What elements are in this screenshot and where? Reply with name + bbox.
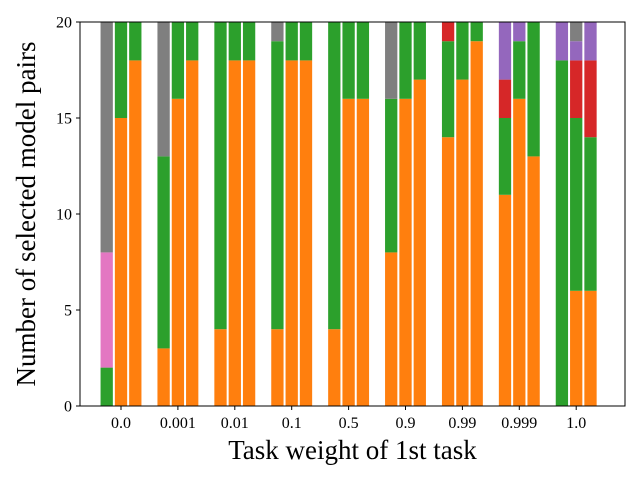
bar-segment-0.999-bar1-red [498,79,512,118]
y-axis-title: Number of selected model pairs [11,42,41,387]
bar-segment-1.0-bar1-green [555,60,569,407]
y-tick-label: 15 [56,111,72,128]
bar-segment-0.01-bar3-green [242,22,256,61]
bar-segment-0.9-bar2-orange [399,98,412,407]
bar-segment-0.0-bar3-green [129,22,142,61]
x-tick-label: 0.001 [160,415,196,432]
bar-segment-0.001-bar1-orange [157,348,170,406]
bar-segment-0.0-bar1-green [100,367,113,406]
bar-layer [100,22,597,407]
bar-segment-0.9-bar3-green [413,22,426,80]
bar-segment-0.1-bar3-orange [299,60,313,407]
bar-segment-0.999-bar1-purple [498,22,512,80]
x-tick-label: 0.0 [111,415,131,432]
bar-segment-0.001-bar2-orange [171,98,185,407]
bar-segment-1.0-bar3-orange [584,290,597,406]
bar-segment-0.5-bar3-orange [356,98,370,407]
bar-segment-0.001-bar1-green [157,156,170,349]
x-axis-title: Task weight of 1st task [228,435,477,465]
y-tick-label: 5 [64,303,72,320]
bar-segment-1.0-bar2-red [570,60,583,118]
bar-segment-1.0-bar3-green [584,137,597,291]
x-tick-label: 0.1 [282,415,302,432]
bar-segment-0.0-bar2-green [114,22,128,118]
bar-segment-0.0-bar2-orange [114,118,128,406]
bar-segment-0.1-bar1-green [271,41,284,330]
bar-segment-0.01-bar2-green [228,22,241,61]
bar-segment-0.1-bar3-green [299,22,313,61]
bar-segment-0.1-bar1-orange [271,329,284,406]
bar-segment-0.1-bar2-green [285,22,298,61]
x-tick-label: 0.999 [501,415,537,432]
bar-segment-0.001-bar1-gray [157,22,170,157]
bar-segment-0.999-bar2-purple [513,22,526,42]
bar-segment-0.01-bar3-orange [242,60,256,407]
bar-segment-0.9-bar2-green [399,22,412,99]
bar-segment-0.99-bar2-orange [456,79,469,406]
y-axis-ticks: 0 5 10 15 20 [56,15,80,416]
bar-segment-0.01-bar2-orange [228,60,241,407]
bar-segment-0.99-bar1-green [441,41,455,138]
bar-segment-0.001-bar3-orange [186,60,199,407]
x-tick-label: 0.9 [396,415,416,432]
bar-segment-0.5-bar1-orange [328,329,341,406]
x-tick-label: 0.99 [448,415,476,432]
bar-segment-0.001-bar3-green [186,22,199,61]
bar-segment-0.99-bar1-orange [441,137,455,406]
x-tick-label: 1.0 [566,415,586,432]
bar-segment-0.99-bar2-green [456,22,469,80]
bar-segment-0.9-bar1-green [385,98,398,253]
bar-segment-0.1-bar1-gray [271,22,284,42]
bar-segment-1.0-bar3-red [584,60,597,138]
bar-segment-0.9-bar3-orange [413,79,426,406]
bar-segment-0.9-bar1-gray [385,22,398,99]
bar-segment-0.999-bar2-green [513,41,526,99]
bar-segment-1.0-bar2-green [570,118,583,291]
x-tick-label: 0.5 [339,415,359,432]
x-tick-label: 0.01 [221,415,249,432]
bar-segment-0.5-bar1-green [328,22,341,330]
bar-segment-0.999-bar3-green [527,22,540,157]
bar-segment-0.01-bar1-green [214,22,227,330]
bar-segment-0.9-bar1-orange [385,252,398,406]
bar-segment-0.0-bar1-gray [100,22,113,253]
bar-segment-0.001-bar2-green [171,22,185,99]
bar-segment-0.01-bar1-orange [214,329,227,406]
bar-segment-0.1-bar2-orange [285,60,298,407]
x-axis-ticks: 0.0 0.001 0.01 0.1 0.5 0.9 0.99 0.999 1.0 [111,406,586,432]
bar-segment-0.99-bar1-red [441,22,455,42]
bar-segment-0.99-bar3-orange [470,41,483,406]
bar-segment-0.999-bar1-orange [498,194,512,406]
bar-segment-0.0-bar3-orange [129,60,142,407]
y-tick-label: 10 [56,207,72,224]
bar-segment-0.5-bar2-green [342,22,355,99]
bar-segment-1.0-bar2-gray [570,22,583,42]
bar-segment-1.0-bar2-orange [570,290,583,406]
plot-frame [79,21,626,407]
bar-segment-0.5-bar2-orange [342,98,355,407]
bar-segment-1.0-bar3-purple [584,22,597,61]
bar-segment-0.999-bar2-orange [513,98,526,407]
bar-segment-0.5-bar3-green [356,22,370,99]
bar-segment-0.0-bar1-pink [100,252,113,368]
bar-segment-1.0-bar2-purple [570,41,583,61]
y-tick-label: 20 [56,15,72,32]
bar-segment-1.0-bar1-purple [555,22,569,61]
bar-segment-0.99-bar3-green [470,22,483,42]
bar-segment-0.999-bar1-green [498,118,512,195]
y-tick-label: 0 [64,399,72,416]
bar-segment-0.999-bar3-orange [527,156,540,406]
